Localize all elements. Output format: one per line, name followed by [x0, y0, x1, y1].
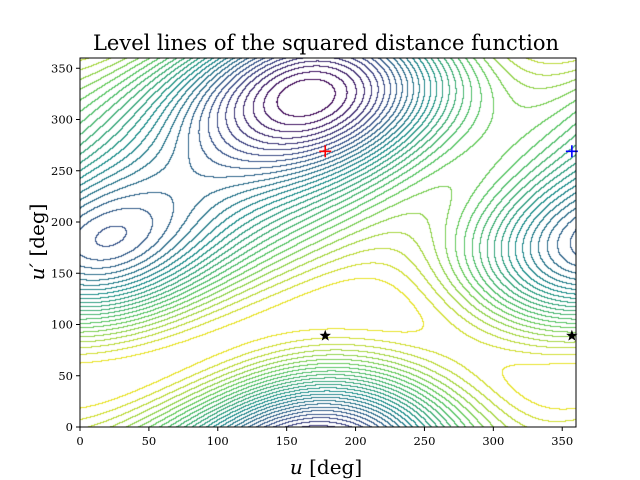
y-tick-label: 150	[51, 266, 73, 280]
y-tick-label: 0	[66, 420, 73, 434]
markers	[319, 145, 578, 341]
x-tick-label: 150	[276, 434, 298, 448]
y-tick-label: 100	[51, 318, 73, 332]
plot-frame	[79, 57, 577, 428]
star-marker	[319, 329, 331, 341]
x-axis-label: u [deg]	[290, 455, 362, 479]
x-axis: 0 50 100 150 200 250 300 350	[76, 427, 573, 448]
x-tick-label: 200	[345, 434, 367, 448]
x-tick-label: 250	[413, 434, 435, 448]
y-tick-label: 250	[51, 164, 73, 178]
y-axis: 0 50 100 150 200 250 300 350	[51, 61, 80, 434]
x-tick-label: 300	[482, 434, 504, 448]
y-tick-label: 350	[51, 61, 73, 75]
y-axis-label: u′ [deg]	[25, 204, 49, 281]
y-tick-label: 300	[51, 113, 73, 127]
x-tick-label: 350	[551, 434, 573, 448]
x-tick-label: 0	[76, 434, 83, 448]
star-marker	[566, 329, 578, 341]
contour-lines	[80, 58, 576, 427]
x-tick-label: 100	[207, 434, 229, 448]
chart-title: Level lines of the squared distance func…	[93, 31, 559, 55]
plus-marker	[319, 145, 332, 158]
y-tick-label: 200	[51, 215, 73, 229]
y-tick-label: 50	[58, 369, 73, 383]
x-tick-label: 50	[142, 434, 157, 448]
